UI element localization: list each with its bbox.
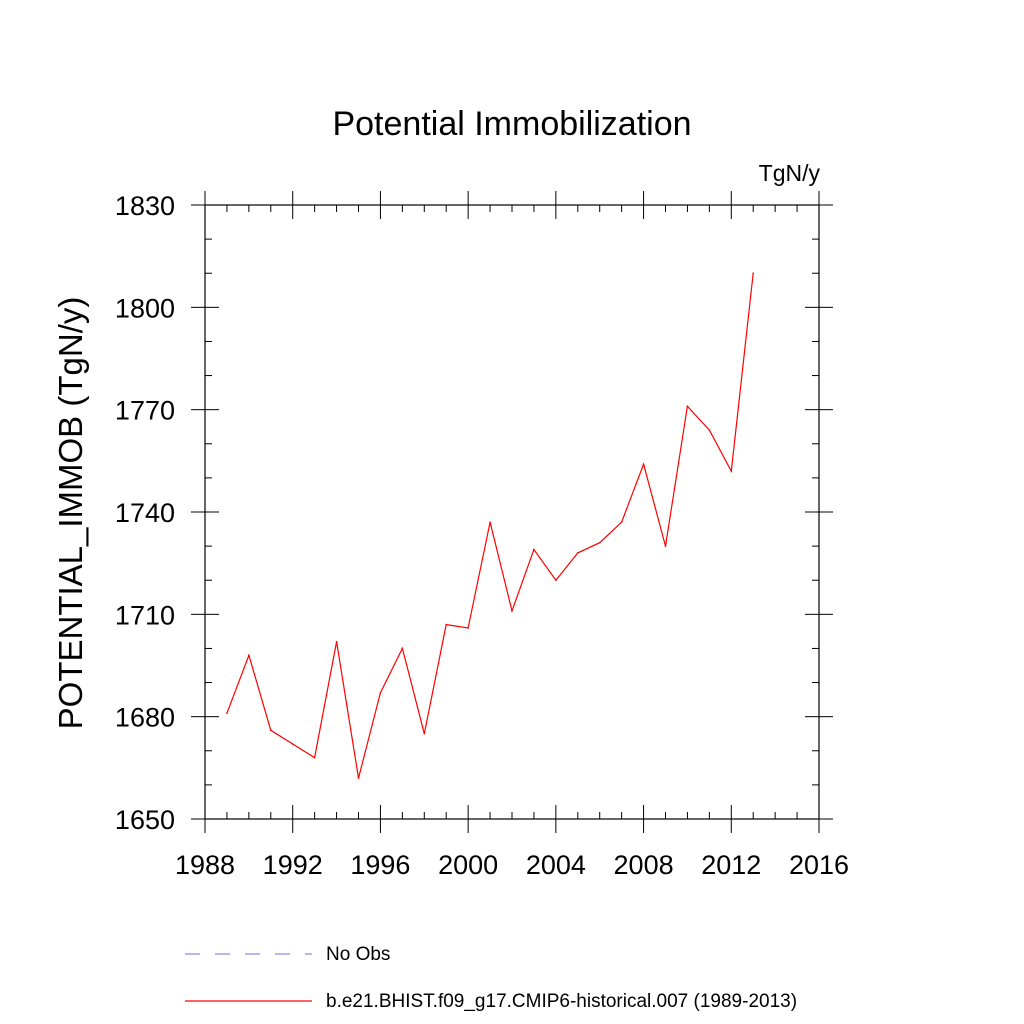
data-point (533, 548, 535, 551)
y-axis-label: POTENTIAL_IMMOB (TgN/y) (52, 297, 89, 730)
data-point (291, 743, 294, 745)
data-point (423, 732, 426, 735)
y-tick-label: 1770 (115, 396, 175, 426)
axis-ticks (191, 191, 833, 833)
data-point (248, 654, 250, 657)
data-point (708, 429, 711, 431)
y-tick-label: 1800 (115, 293, 175, 323)
tick-labels: 1988 1992 1996 2000 2004 2008 2012 2016 1650 1680… (115, 191, 849, 880)
x-tick-label: 2012 (701, 850, 761, 880)
data-point (335, 640, 338, 643)
data-point (226, 712, 228, 715)
data-point (445, 623, 448, 626)
data-point (357, 777, 360, 779)
x-tick-label: 1996 (350, 850, 410, 880)
y-tick-label: 1830 (115, 191, 175, 221)
y-tick-label: 1740 (115, 498, 175, 528)
data-point (752, 272, 755, 275)
plot-frame (204, 204, 820, 820)
chart-title: Potential Immobilization (332, 105, 691, 143)
data-point (576, 552, 579, 554)
data-point (467, 627, 469, 629)
data-point (401, 647, 404, 650)
legend-label-no-obs: No Obs (326, 944, 390, 965)
data-point (664, 545, 667, 547)
x-tick-label: 1992 (263, 850, 323, 880)
data-point (489, 521, 491, 524)
data-point (598, 541, 601, 544)
x-tick-label: 2008 (614, 850, 674, 880)
units-label: TgN/y (759, 160, 821, 186)
y-tick-label: 1650 (115, 805, 175, 835)
data-point (269, 729, 272, 732)
data-point (511, 610, 513, 612)
data-point (730, 470, 733, 472)
data-point (642, 463, 645, 466)
data-point (379, 691, 382, 694)
data-point (313, 756, 316, 759)
legend-label-model-run: b.e21.BHIST.f09_g17.CMIP6-historical.007… (326, 991, 797, 1012)
x-tick-label: 2000 (438, 850, 498, 880)
x-tick-label: 1988 (175, 850, 235, 880)
series-line (226, 273, 754, 779)
legend: No Obs b.e21.BHIST.f09_g17.CMIP6-histori… (185, 944, 797, 1012)
y-tick-label: 1680 (115, 703, 175, 733)
data-point (620, 521, 623, 524)
data-point (686, 405, 689, 408)
y-tick-label: 1710 (115, 600, 175, 630)
series-layer (226, 272, 755, 779)
data-point (555, 579, 557, 582)
x-tick-label: 2016 (789, 850, 849, 880)
x-tick-label: 2004 (526, 850, 586, 880)
